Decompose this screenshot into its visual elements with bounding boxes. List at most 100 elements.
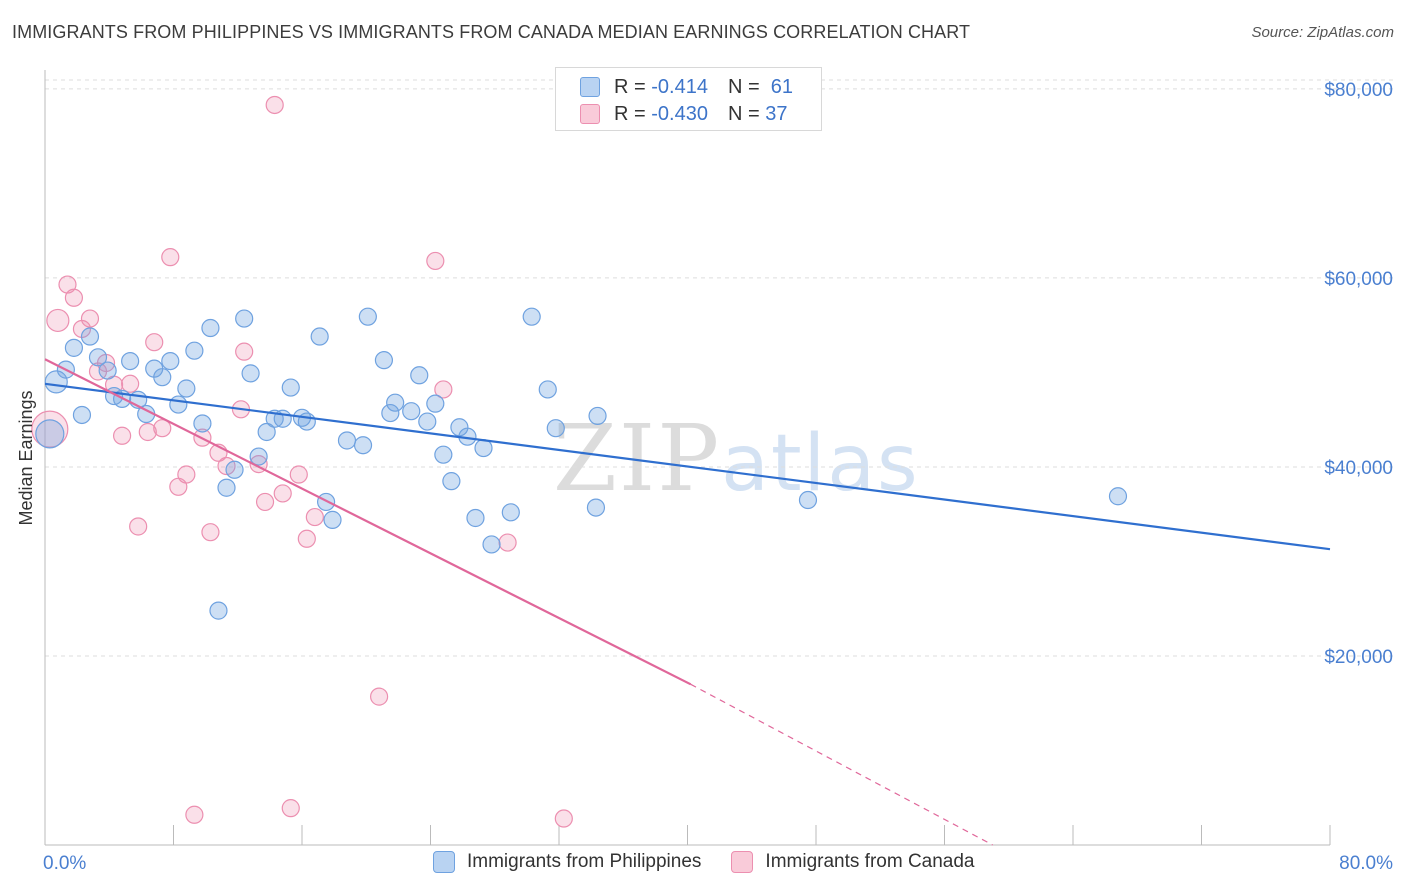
canada-point: [305, 507, 324, 527]
philippines-point: [35, 419, 65, 449]
canada-point: [121, 374, 140, 393]
philippines-point: [177, 379, 196, 398]
philippines-point: [482, 535, 501, 554]
legend-swatch-canada: [731, 851, 754, 873]
chart-title: IMMIGRANTS FROM PHILIPPINES VS IMMIGRANT…: [12, 22, 971, 42]
legend-label-philippines: Immigrants from Philippines: [467, 851, 702, 872]
philippines-point: [410, 366, 429, 385]
y-tick-label: $40,000: [1324, 458, 1393, 479]
philippines-point: [466, 508, 485, 528]
philippines-point: [64, 338, 84, 357]
philippines-point: [225, 460, 244, 479]
canada-point: [145, 333, 164, 352]
philippines-point: [80, 327, 100, 346]
legend-row-canada: R = -0.430 N = 37: [580, 101, 787, 127]
y-tick-label: $80,000: [1324, 80, 1393, 101]
philippines-point: [386, 393, 405, 412]
legend-r-label: R =: [614, 102, 646, 125]
philippines-point: [257, 422, 276, 442]
watermark-atlas: atlas: [721, 419, 920, 509]
canada-point: [201, 523, 220, 542]
philippines-point: [374, 351, 394, 370]
legend-r-value: -0.414: [651, 75, 708, 98]
philippines-point: [546, 419, 565, 438]
philippines-point: [474, 438, 493, 458]
philippines-point: [153, 368, 172, 387]
legend-n-label: N =: [727, 102, 760, 125]
canada-points: [31, 95, 573, 828]
philippines-point: [353, 436, 373, 455]
philippines-point: [209, 601, 228, 620]
philippines-point: [217, 478, 236, 497]
legend-item-canada: Immigrants from Canada: [731, 851, 975, 873]
y-axis-label: Median Earnings: [16, 390, 36, 525]
canada-point: [46, 308, 70, 333]
philippines-point: [72, 405, 92, 425]
canada-point: [161, 248, 180, 267]
canada-point: [185, 805, 204, 824]
philippines-point: [121, 351, 140, 371]
legend-row-philippines: R = -0.414 N = 61: [580, 74, 793, 100]
trend-lines: [44, 358, 1331, 846]
legend-swatch-canada: [580, 104, 600, 124]
axes: [44, 70, 1331, 846]
philippines-point: [434, 445, 453, 464]
legend-item-philippines: Immigrants from Philippines: [433, 851, 701, 873]
series-legend: Immigrants from Philippines Immigrants f…: [433, 851, 1005, 873]
legend-r-value: -0.430: [651, 102, 708, 125]
philippines-point: [442, 472, 461, 491]
philippines-points: [35, 307, 1128, 620]
philippines-point: [337, 431, 357, 450]
canada-point: [64, 288, 84, 307]
philippines-point: [588, 406, 607, 426]
stats-legend: R = -0.414 N = 61 R = -0.430 N = 37: [555, 67, 822, 131]
philippines-point: [1108, 487, 1128, 506]
philippines-point: [281, 378, 300, 397]
watermark-zip: ZIP: [553, 405, 722, 512]
philippines-point: [381, 403, 400, 423]
canada-point: [31, 410, 69, 448]
philippines-point: [501, 503, 520, 522]
canada-point: [235, 342, 254, 361]
philippines-point: [323, 510, 342, 529]
canada-point: [289, 465, 308, 484]
philippines-point: [249, 447, 268, 466]
philippines-point: [88, 348, 108, 367]
y-tick-label: $20,000: [1324, 647, 1393, 668]
legend-n-value: 37: [765, 102, 788, 125]
philippines-point: [98, 361, 117, 380]
philippines-point: [586, 498, 606, 517]
philippines-point: [193, 414, 212, 433]
canada-point: [138, 422, 157, 442]
philippines-point: [161, 351, 180, 371]
legend-r-label: R =: [614, 75, 646, 98]
philippines-point: [426, 394, 445, 413]
legend-swatch-philippines: [580, 77, 600, 97]
canada-point: [177, 465, 196, 484]
canada-point: [426, 251, 445, 271]
canada-point: [255, 492, 275, 512]
legend-n-label: N =: [727, 75, 760, 98]
chart-source: Source: ZipAtlas.com: [1251, 24, 1394, 41]
philippines-point: [235, 309, 254, 328]
canada-point: [273, 484, 292, 503]
philippines-point: [169, 395, 188, 414]
canada-trend-line: [44, 358, 692, 686]
philippines-trend-line: [44, 382, 1331, 551]
canada-point: [498, 533, 517, 552]
philippines-point: [402, 402, 421, 421]
canada-point: [370, 687, 389, 706]
canada-point: [554, 809, 573, 828]
canada-point: [129, 517, 148, 536]
canada-point: [281, 799, 300, 818]
canada-point: [434, 380, 453, 399]
canada-point: [153, 419, 172, 438]
philippines-point: [185, 341, 204, 360]
philippines-point: [798, 490, 818, 510]
canada-trend-extension: [690, 683, 993, 846]
philippines-point: [310, 327, 329, 346]
philippines-point: [418, 412, 437, 431]
philippines-point: [538, 380, 557, 399]
philippines-point: [241, 364, 260, 383]
